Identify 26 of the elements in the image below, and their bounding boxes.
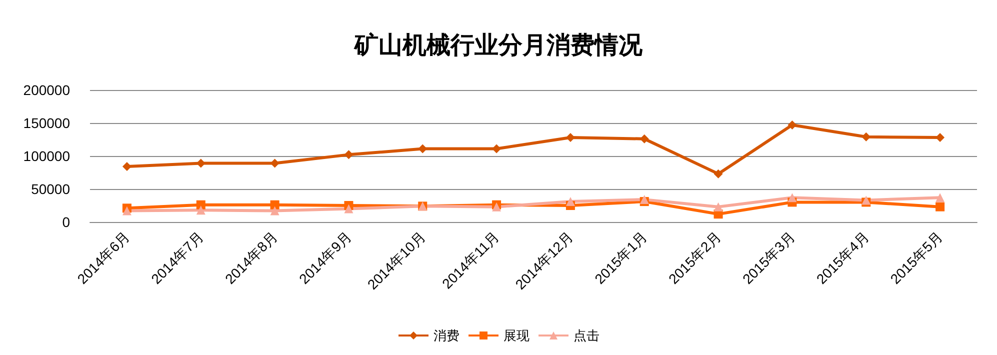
point [566,133,575,142]
legend-label: 消费 [434,328,460,343]
point [936,193,945,202]
point [270,200,280,210]
point [788,120,797,130]
point [714,169,723,178]
chart-title: 矿山机械行业分月消费情况 [354,31,644,59]
y-tick-label: 100000 [23,148,70,164]
point [492,144,502,154]
point [122,206,132,216]
point [196,206,206,215]
point [788,193,797,202]
y-tick-label: 150000 [23,115,70,131]
legend-label: 展现 [504,328,530,343]
y-tick-label: 50000 [31,181,70,197]
point [122,162,132,172]
legend-label: 点击 [574,328,600,343]
y-tick-label: 0 [62,214,70,230]
point [196,200,206,210]
y-tick-label: 200000 [23,82,70,98]
point [936,202,945,212]
point [714,202,723,212]
point [344,204,354,214]
point [566,197,575,206]
point [344,150,354,160]
point [270,206,280,216]
